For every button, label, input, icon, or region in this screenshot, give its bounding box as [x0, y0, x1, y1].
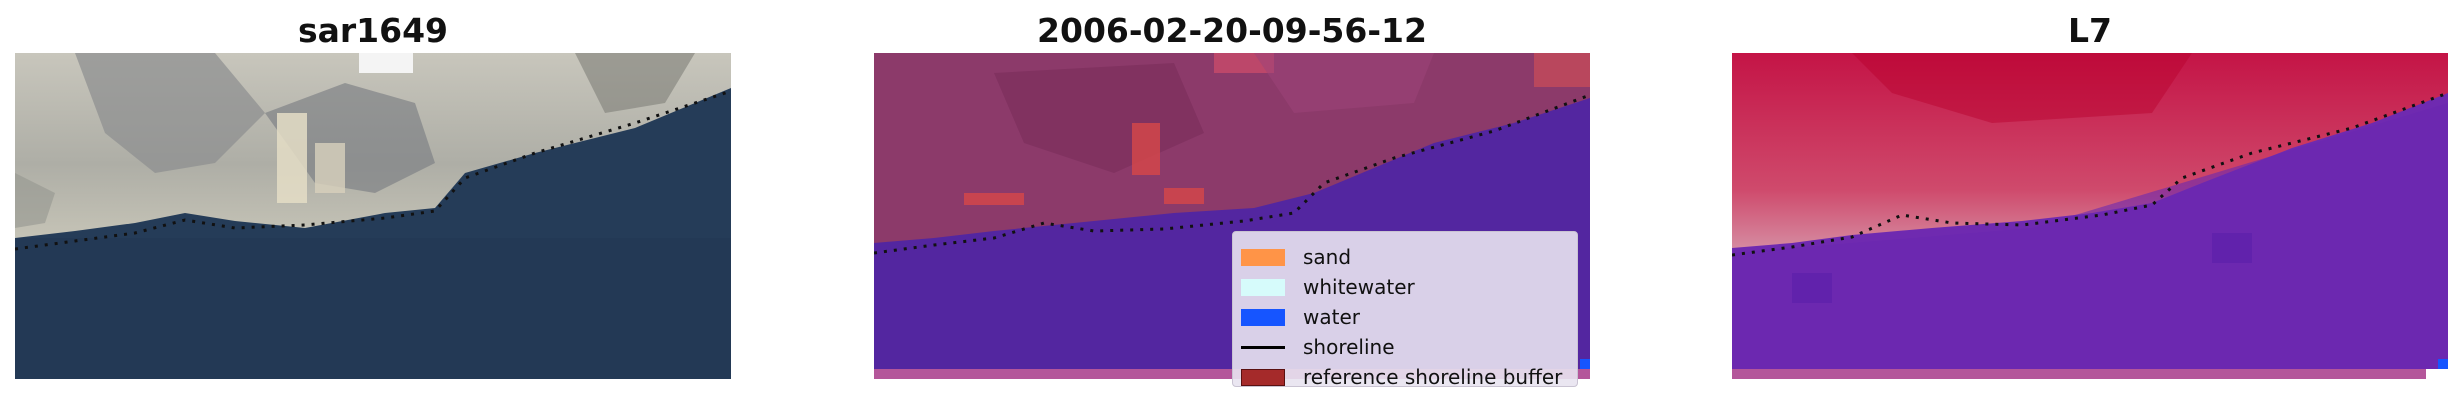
legend-label: sand [1303, 245, 1352, 269]
legend-item-water: water [1241, 302, 1360, 332]
legend-item-shoreline: shoreline [1241, 332, 1395, 362]
whitewater-swatch [1241, 278, 1285, 296]
legend-label: reference shoreline buffer [1303, 365, 1563, 389]
legend-label: water [1303, 305, 1360, 329]
panel-title: L7 [2068, 11, 2112, 50]
legend-label: whitewater [1303, 275, 1415, 299]
legend-item-reference-buffer: reference shoreline buffer [1241, 362, 1562, 392]
sand-swatch [1241, 248, 1285, 266]
shoreline-line-swatch [1241, 345, 1285, 349]
legend-label: shoreline [1303, 335, 1395, 359]
satellite-rgb-image [15, 53, 731, 379]
panel-title: sar1649 [297, 11, 449, 50]
legend: sand whitewater water shoreline referenc… [1232, 231, 1578, 389]
index-image [1732, 53, 2448, 379]
buffer-swatch [1241, 368, 1285, 386]
water-swatch [1241, 308, 1285, 326]
panel-title: 2006-02-20-09-56-12 [1037, 11, 1427, 50]
legend-item-whitewater: whitewater [1241, 272, 1415, 302]
legend-item-sand: sand [1241, 242, 1351, 272]
